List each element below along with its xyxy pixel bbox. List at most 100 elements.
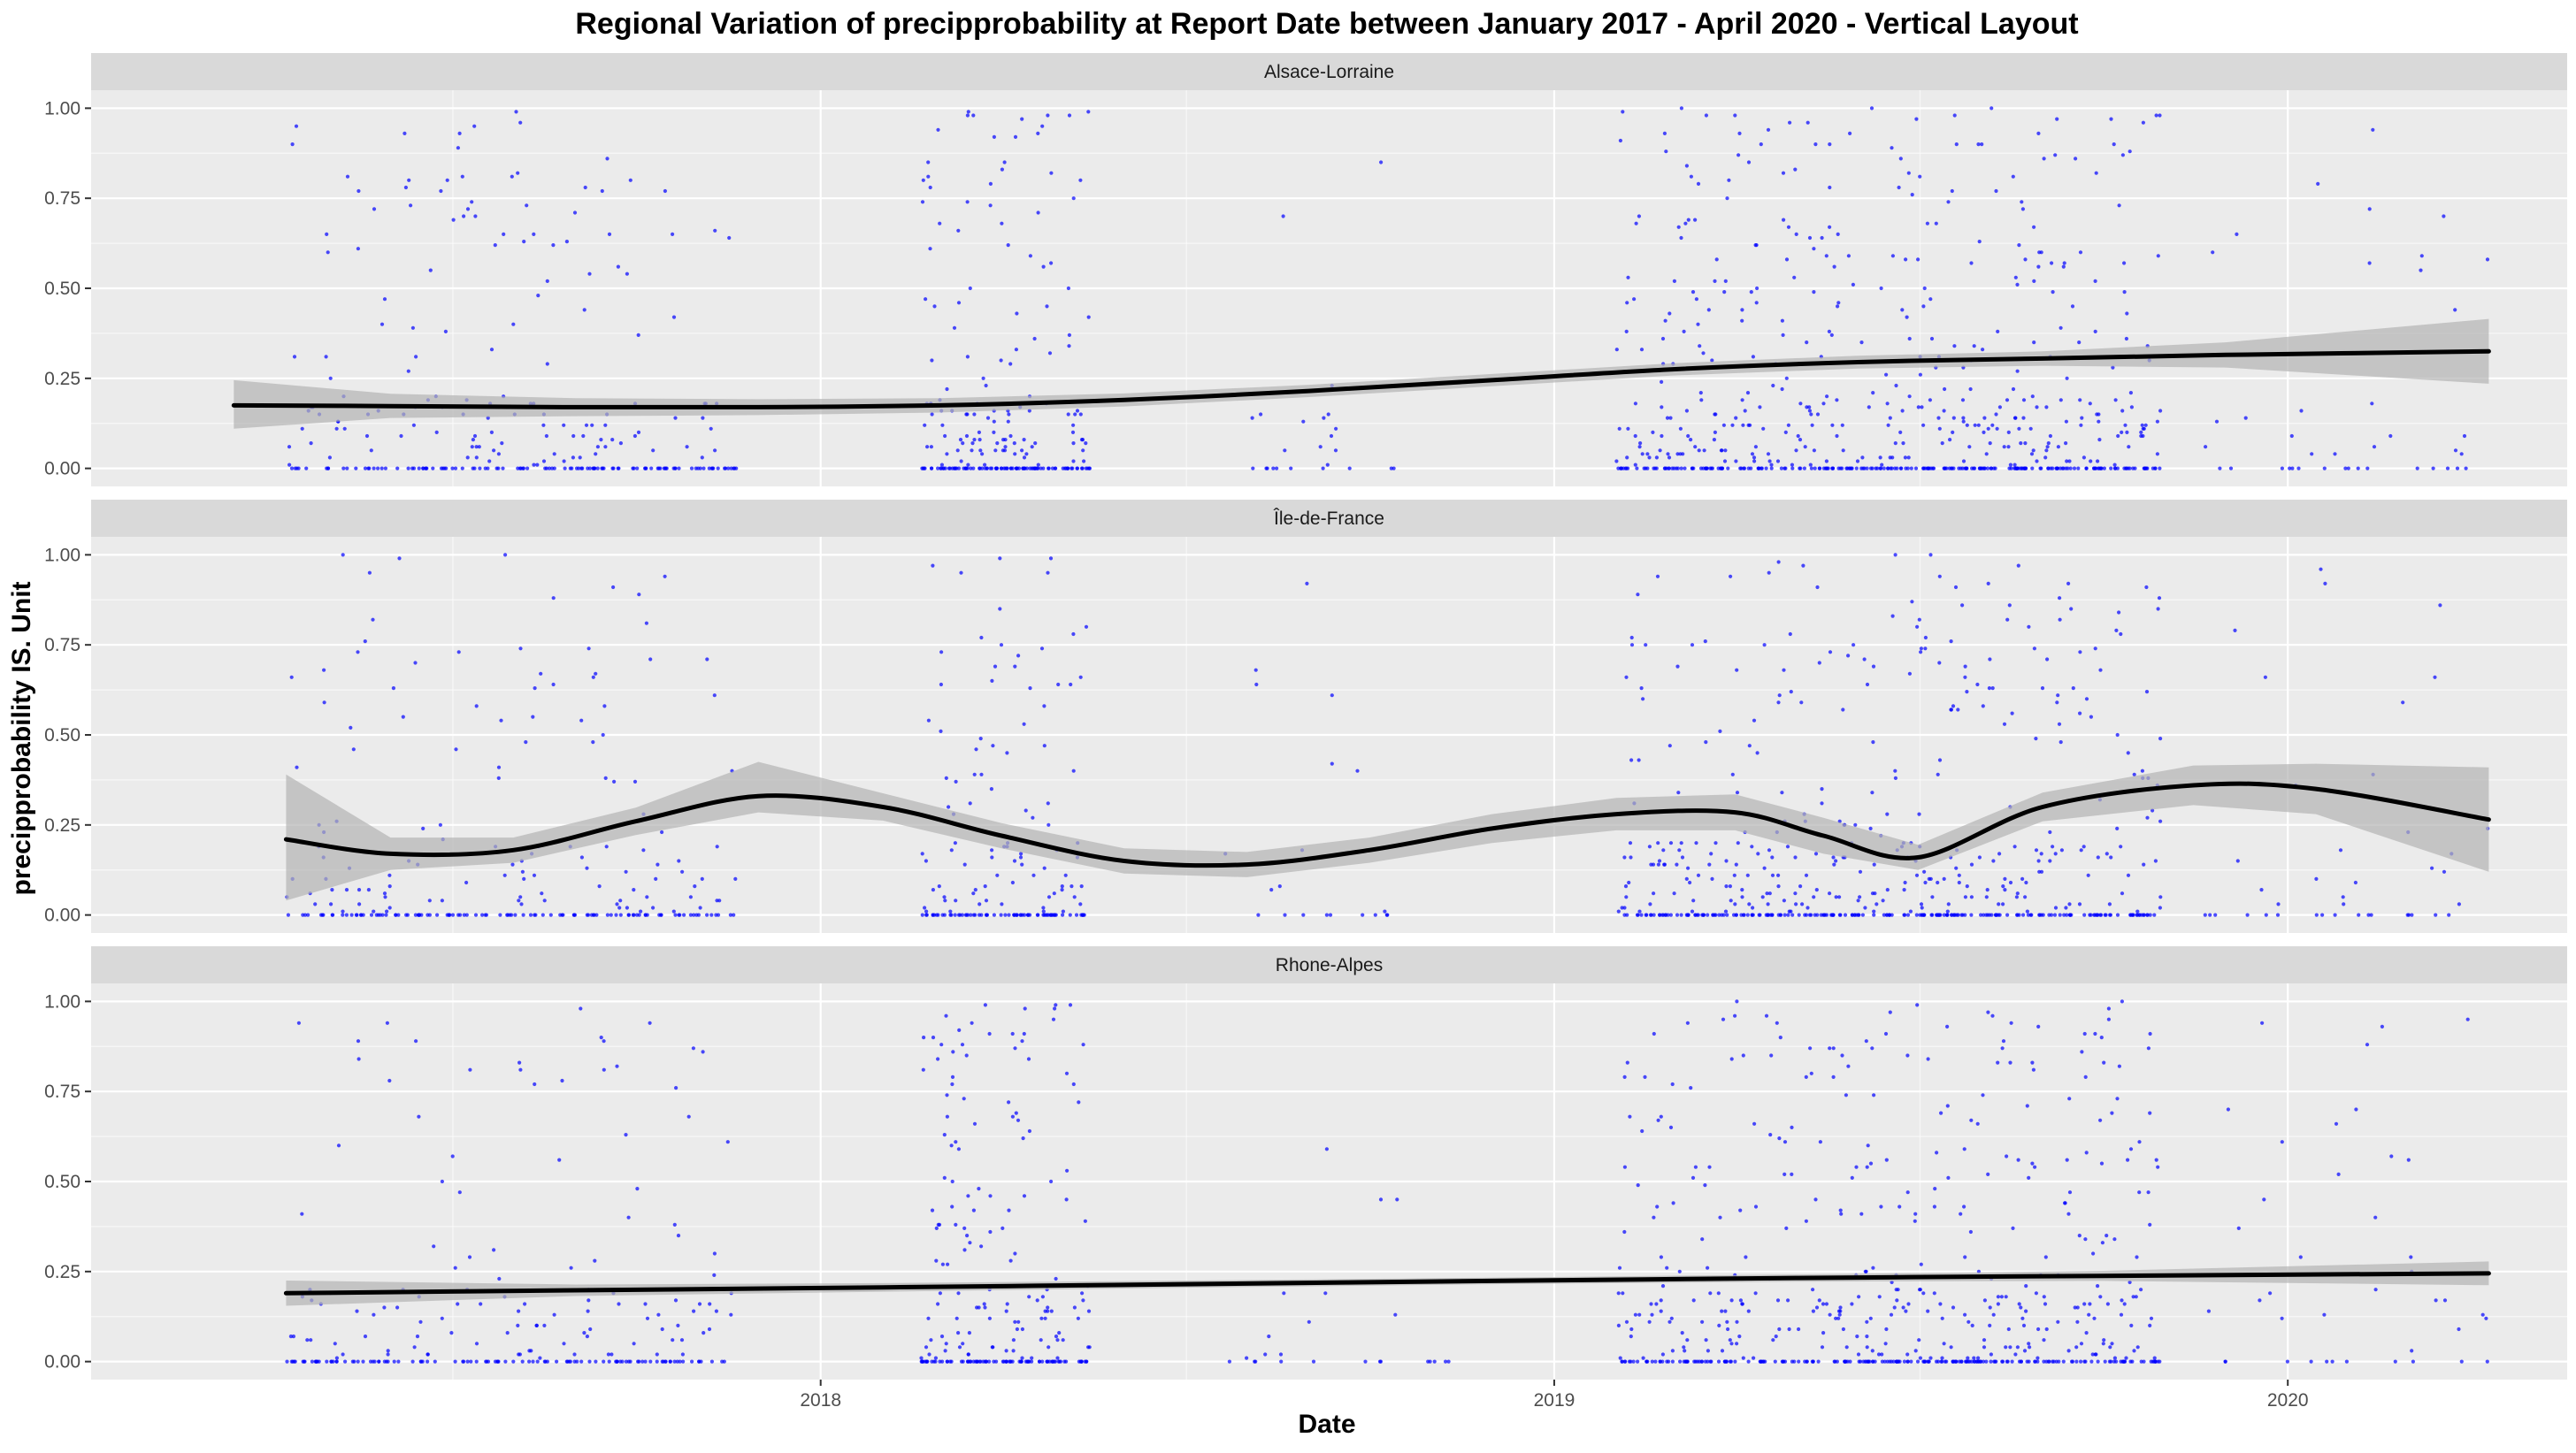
data-point	[717, 467, 720, 470]
data-point	[1933, 1187, 1936, 1190]
data-point	[346, 175, 349, 179]
data-point	[492, 1248, 495, 1251]
data-point	[978, 1305, 981, 1309]
data-point	[579, 1360, 583, 1364]
data-point	[1077, 1317, 1080, 1320]
data-point	[965, 412, 969, 416]
data-point	[1254, 683, 1258, 686]
data-point	[1355, 769, 1359, 773]
data-point	[615, 1065, 618, 1068]
data-point	[1884, 1032, 1888, 1036]
data-point	[993, 448, 997, 452]
data-point	[2020, 200, 2023, 203]
data-point	[1706, 1360, 1709, 1364]
data-point	[2037, 250, 2041, 254]
data-point	[994, 467, 998, 470]
data-point	[2058, 914, 2062, 917]
data-point	[1651, 431, 1654, 434]
data-point	[456, 146, 460, 149]
data-point	[2059, 740, 2063, 744]
data-point	[1690, 643, 1694, 646]
data-point	[1958, 881, 1961, 884]
data-point	[2013, 417, 2017, 420]
data-point	[2124, 467, 2128, 470]
data-point	[1668, 1320, 1671, 1324]
data-point	[1790, 467, 1794, 470]
data-point	[1713, 279, 1716, 283]
data-point	[2268, 1291, 2272, 1295]
data-point	[1858, 895, 1861, 899]
data-point	[974, 888, 978, 891]
data-point	[605, 157, 609, 160]
data-point	[1874, 467, 1877, 470]
data-point	[548, 467, 551, 470]
data-point	[1046, 113, 1049, 117]
data-point	[1067, 412, 1070, 416]
data-point	[924, 910, 928, 914]
data-point	[663, 189, 667, 193]
data-point	[1052, 1018, 1055, 1021]
data-point	[1752, 1357, 1755, 1360]
data-point	[1768, 459, 1772, 463]
data-point	[1683, 330, 1686, 333]
data-point	[1935, 1360, 1938, 1364]
data-point	[2102, 1338, 2105, 1342]
data-point	[1622, 906, 1626, 909]
data-point	[1808, 914, 1812, 917]
data-point	[1046, 571, 1049, 575]
data-point	[701, 877, 704, 881]
data-point	[1067, 344, 1070, 348]
data-point	[1019, 1360, 1023, 1364]
data-point	[2024, 1284, 2028, 1288]
data-point	[1361, 914, 1364, 917]
data-point	[2416, 467, 2419, 470]
data-point	[1706, 914, 1709, 917]
data-point	[1003, 160, 1007, 164]
data-point	[542, 1324, 546, 1327]
data-point	[2127, 445, 2130, 448]
data-point	[1426, 1360, 1430, 1364]
data-point	[1047, 895, 1051, 899]
data-point	[1712, 914, 1715, 917]
data-point	[1952, 417, 1956, 420]
data-point	[648, 657, 652, 661]
data-point	[2128, 467, 2131, 470]
data-point	[2015, 895, 2019, 899]
data-point	[1779, 1036, 1782, 1039]
data-point	[1989, 1360, 1992, 1364]
data-point	[1647, 455, 1651, 459]
data-point	[657, 467, 661, 470]
data-point	[1697, 874, 1700, 877]
data-point	[1005, 1349, 1008, 1352]
data-point	[1680, 841, 1683, 845]
data-point	[2373, 445, 2376, 448]
data-point	[2098, 1295, 2102, 1298]
data-point	[1832, 1046, 1836, 1050]
data-point	[542, 459, 546, 463]
facet-panel: Île-de-France0.000.250.500.751.00	[44, 500, 2567, 933]
data-point	[2017, 243, 2020, 247]
data-point	[973, 914, 977, 917]
data-point	[601, 189, 604, 193]
x-tick-label: 2018	[800, 1390, 841, 1411]
data-point	[944, 1014, 947, 1018]
y-tick-label: 0.00	[44, 906, 80, 926]
data-point	[1301, 420, 1305, 424]
data-point	[1733, 113, 1736, 117]
data-point	[1637, 758, 1641, 761]
data-point	[2139, 431, 2143, 434]
data-point	[448, 914, 451, 917]
data-point	[517, 1310, 520, 1313]
data-point	[2146, 914, 2150, 917]
data-point	[521, 870, 525, 874]
data-point	[1015, 348, 1018, 351]
data-point	[1786, 914, 1790, 917]
data-point	[1943, 914, 1946, 917]
data-point	[2059, 398, 2063, 401]
data-point	[1005, 1310, 1008, 1313]
data-point	[1000, 358, 1003, 362]
data-point	[2148, 1324, 2151, 1327]
data-point	[2026, 1104, 2029, 1107]
data-point	[1935, 222, 1938, 226]
data-point	[995, 874, 999, 877]
